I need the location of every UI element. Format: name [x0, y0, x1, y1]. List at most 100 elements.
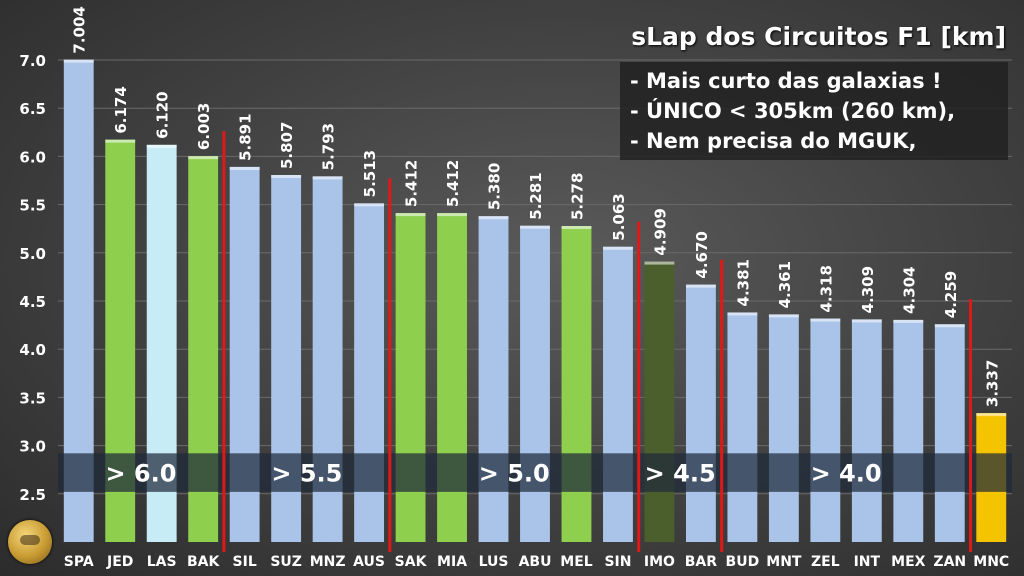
value-label: 3.337: [983, 360, 1001, 407]
bar: [603, 246, 633, 542]
bar-highlight: [271, 175, 302, 179]
bar: [520, 225, 550, 542]
note-line: - Mais curto das galaxias !: [630, 69, 942, 93]
y-tick-label: 5.5: [19, 197, 46, 215]
threshold-band: [58, 453, 1012, 492]
category-label: BAK: [187, 554, 221, 570]
chart-title: sLap dos Circuitos F1 [km]: [631, 22, 1006, 51]
helmet-logo-icon: [8, 520, 52, 564]
bar-highlight: [520, 225, 550, 229]
category-label: INT: [854, 554, 881, 570]
band-label: > 4.0: [811, 460, 882, 488]
bar: [934, 324, 965, 542]
bar-highlight: [893, 319, 924, 323]
bar: [437, 213, 467, 543]
bar-highlight: [105, 139, 136, 143]
category-label: ZEL: [811, 554, 840, 570]
bar-highlight: [188, 156, 219, 160]
bar-highlight: [768, 314, 799, 318]
category-label: MEL: [560, 554, 592, 570]
category-label: SAK: [395, 554, 428, 570]
value-label: 6.003: [195, 103, 213, 150]
category-label: ZAN: [933, 554, 966, 570]
value-label: 6.174: [112, 86, 130, 133]
value-label: 5.412: [403, 160, 421, 207]
category-label: MNZ: [310, 554, 346, 570]
y-tick-label: 6.0: [19, 148, 46, 166]
value-label: 5.412: [444, 160, 462, 207]
category-label: MNT: [766, 554, 802, 570]
category-label: BUD: [726, 554, 760, 570]
bar-highlight: [478, 216, 509, 220]
category-label: MEX: [891, 554, 925, 570]
bar-highlight: [685, 284, 716, 288]
bar: [810, 318, 841, 542]
value-label: 4.909: [651, 208, 669, 255]
category-label: MNC: [973, 554, 1009, 570]
band-label: > 4.5: [645, 460, 716, 488]
bar: [685, 284, 716, 542]
bar-highlight: [229, 166, 260, 170]
value-label: 5.380: [486, 163, 504, 210]
band-label: > 6.0: [105, 460, 176, 488]
value-label: 4.309: [859, 266, 877, 313]
y-tick-label: 4.0: [19, 341, 46, 359]
bar-highlight: [146, 144, 177, 148]
y-tick-label: 3.0: [19, 438, 46, 456]
category-label: SUZ: [270, 554, 302, 570]
bar-highlight: [851, 319, 882, 323]
note-line: - Nem precisa do MGUK,: [630, 129, 917, 153]
category-label: SIN: [604, 554, 631, 570]
category-label: AUS: [353, 554, 385, 570]
bar-highlight: [810, 318, 841, 322]
bar-highlight: [354, 203, 385, 207]
value-label: 5.063: [610, 193, 628, 240]
bar: [851, 319, 882, 542]
bar-highlight: [437, 213, 467, 217]
value-label: 5.278: [568, 173, 586, 220]
bar: [644, 261, 675, 542]
band-label: > 5.0: [479, 460, 550, 488]
value-label: 4.318: [817, 265, 835, 312]
bar: [727, 312, 758, 542]
category-label: LAS: [147, 554, 177, 570]
bar-highlight: [63, 59, 94, 63]
value-label: 6.120: [154, 91, 172, 138]
y-tick-label: 2.5: [19, 486, 46, 504]
category-label: ABU: [519, 554, 552, 570]
y-tick-label: 6.5: [19, 100, 46, 118]
category-label: LUS: [479, 554, 509, 570]
category-label: IMO: [644, 554, 675, 570]
value-label: 7.004: [71, 6, 89, 53]
bar-highlight: [644, 261, 675, 265]
bar-highlight: [561, 226, 592, 230]
bar-highlight: [934, 324, 965, 328]
value-label: 4.259: [942, 271, 960, 318]
bar: [768, 314, 799, 542]
value-label: 4.304: [900, 266, 918, 313]
value-label: 5.513: [361, 150, 379, 197]
value-label: 4.361: [776, 261, 794, 308]
band-label: > 5.5: [271, 460, 342, 488]
category-label: SPA: [64, 554, 94, 570]
bar-highlight: [727, 312, 758, 316]
bar-highlight: [312, 176, 343, 180]
value-label: 4.670: [693, 231, 711, 278]
bar-highlight: [976, 413, 1007, 417]
note-line: - ÚNICO < 305km (260 km),: [630, 99, 956, 123]
bar: [561, 226, 592, 542]
category-label: BAR: [685, 554, 718, 570]
y-tick-label: 3.5: [19, 389, 46, 407]
y-tick-label: 7.0: [19, 52, 46, 70]
bar: [478, 216, 509, 542]
bar: [893, 319, 924, 542]
value-label: 4.381: [734, 259, 752, 306]
value-label: 5.793: [320, 123, 338, 170]
y-tick-label: 5.0: [19, 245, 46, 263]
bar-highlight: [395, 213, 426, 217]
y-tick-label: 4.5: [19, 293, 46, 311]
bar-highlight: [603, 246, 633, 250]
category-label: MIA: [437, 554, 467, 570]
value-label: 5.281: [527, 172, 545, 219]
